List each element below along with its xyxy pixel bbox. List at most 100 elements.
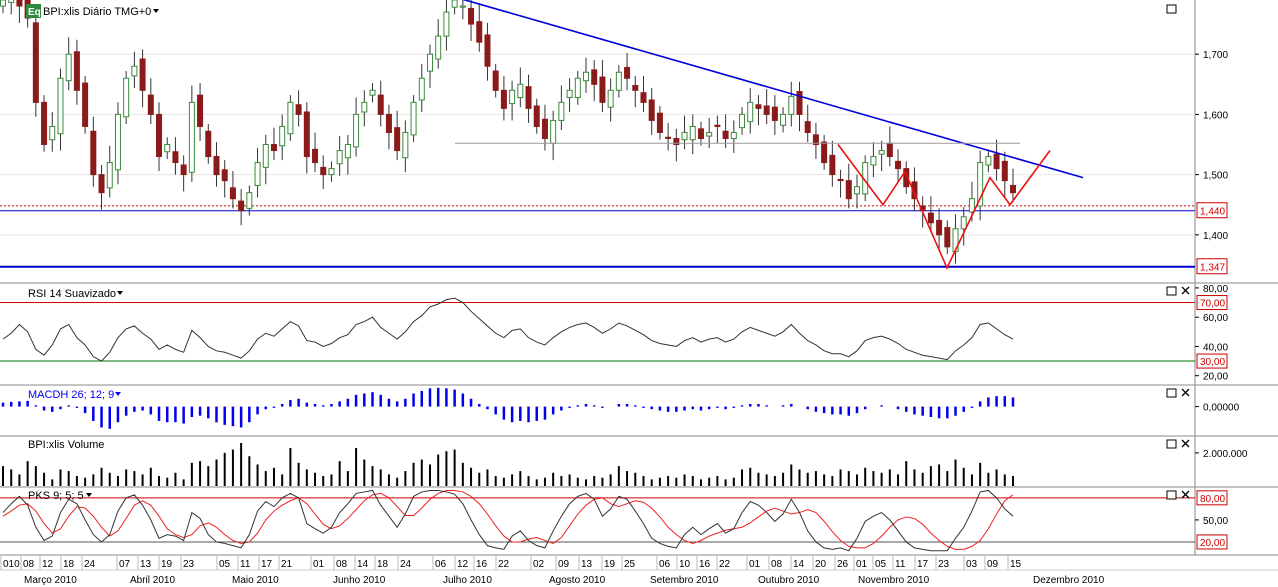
candle-body	[16, 0, 23, 7]
candle-body	[180, 164, 187, 176]
date-day-label: 20	[815, 559, 827, 570]
date-month-label: Março 2010	[24, 575, 77, 586]
candle-body	[796, 91, 803, 115]
candle-body	[821, 141, 828, 164]
rsi-panel-header[interactable]: RSI 14 Suavizado	[28, 288, 123, 300]
date-day-label: 18	[63, 559, 75, 570]
candle-body	[147, 94, 154, 115]
date-day-label: 05	[219, 559, 231, 570]
candle-body	[812, 134, 819, 146]
candle-body	[944, 227, 951, 248]
price-panel-title: BPI:xlis Diário TMG+0	[43, 6, 151, 18]
close-icon[interactable]	[1181, 490, 1190, 499]
date-month-label: Maio 2010	[232, 575, 279, 586]
candle-body	[591, 69, 598, 85]
candle-body	[82, 82, 89, 127]
candle-body	[270, 144, 277, 152]
date-day-label: 15	[1010, 559, 1022, 570]
candle-body	[361, 101, 368, 113]
candle-body	[418, 77, 425, 101]
date-day-label: 05	[875, 559, 887, 570]
maximize-icon[interactable]	[1166, 4, 1177, 14]
date-day-label: 11	[240, 559, 251, 570]
candle-body	[57, 77, 64, 135]
close-icon[interactable]	[1181, 286, 1190, 295]
chevron-down-icon[interactable]	[117, 291, 123, 295]
close-icon[interactable]	[1181, 388, 1190, 397]
date-axis: 010 08 12 18 24 07 13 19 23 05 11 17 21 01 08 14 18 24 06 1…	[0, 556, 1105, 586]
candle-body	[197, 94, 204, 127]
candle-body	[525, 86, 532, 109]
candle-body	[927, 212, 934, 224]
macd-panel: 0,00000	[1, 387, 1240, 429]
candle-body	[656, 112, 663, 133]
candle-body	[172, 151, 179, 164]
candle-body	[771, 106, 778, 121]
candle-body	[287, 101, 294, 135]
macd-panel-header[interactable]: MACDH 26; 12; 9	[28, 389, 121, 401]
candle-body	[837, 178, 844, 182]
candle-body	[533, 105, 540, 127]
candle-body	[788, 95, 795, 115]
date-day-label: 16	[476, 559, 488, 570]
candle-body	[681, 131, 688, 141]
pattern-drawings	[455, 0, 1084, 270]
candle-body	[114, 113, 121, 171]
candle-body	[763, 105, 770, 115]
date-day-label: 23	[938, 559, 950, 570]
head-and-shoulders-pattern	[837, 144, 1051, 270]
rsi-level-label: 70,00	[1200, 299, 1225, 310]
candle-body	[706, 131, 713, 137]
date-month-label: Agosto 2010	[549, 575, 606, 586]
candle-body	[607, 89, 614, 108]
candle-body	[320, 166, 327, 176]
candle-body	[960, 216, 967, 230]
maximize-icon[interactable]	[1166, 439, 1177, 449]
pks-level-label: 80,00	[1200, 494, 1225, 505]
candle-body	[98, 174, 105, 194]
maximize-icon[interactable]	[1166, 286, 1177, 296]
maximize-icon[interactable]	[1166, 490, 1177, 500]
candle-body	[336, 150, 343, 165]
eq-badge	[26, 4, 41, 18]
candle-body	[624, 66, 631, 79]
candle-body	[262, 144, 269, 168]
candle-body	[977, 162, 984, 207]
date-day-label: 18	[377, 559, 389, 570]
candle-body	[780, 113, 787, 126]
candle-body	[213, 156, 220, 176]
candle-body	[574, 77, 581, 99]
chevron-down-icon[interactable]	[115, 392, 121, 396]
rsi-tick-label: 80,00	[1203, 284, 1228, 295]
candle-body	[599, 76, 606, 103]
candle-body	[968, 198, 975, 213]
chevron-down-icon[interactable]	[86, 493, 92, 497]
candle-body	[229, 187, 236, 200]
date-day-label: 12	[457, 559, 469, 570]
date-month-label: Junho 2010	[333, 575, 386, 586]
candle-body	[509, 89, 516, 105]
resistance-trendline	[462, 0, 1084, 179]
candle-body	[435, 35, 442, 60]
pks-panel-header[interactable]: PKS 9; 5; 5	[28, 490, 92, 502]
close-icon[interactable]	[1181, 439, 1190, 448]
candle-body	[870, 156, 877, 166]
macd-window-controls	[1166, 388, 1190, 398]
candle-body	[90, 130, 97, 176]
price-panel-header[interactable]: Eq BPI:xlis Diário TMG+0	[26, 4, 159, 18]
candle-body	[993, 153, 1000, 170]
maximize-icon[interactable]	[1166, 388, 1177, 398]
candle-body	[369, 89, 376, 96]
date-day-label: 22	[498, 559, 510, 570]
date-day-label: 13	[140, 559, 152, 570]
candle-body	[8, 0, 15, 3]
candle-body	[714, 124, 721, 127]
chevron-down-icon[interactable]	[153, 9, 159, 13]
rsi-tick-label: 20,00	[1203, 372, 1228, 383]
candle-body	[205, 130, 212, 158]
price-marker-box	[1196, 258, 1228, 275]
candle-body	[747, 101, 754, 123]
date-day-label: 01	[856, 559, 868, 570]
candle-body	[73, 51, 80, 91]
